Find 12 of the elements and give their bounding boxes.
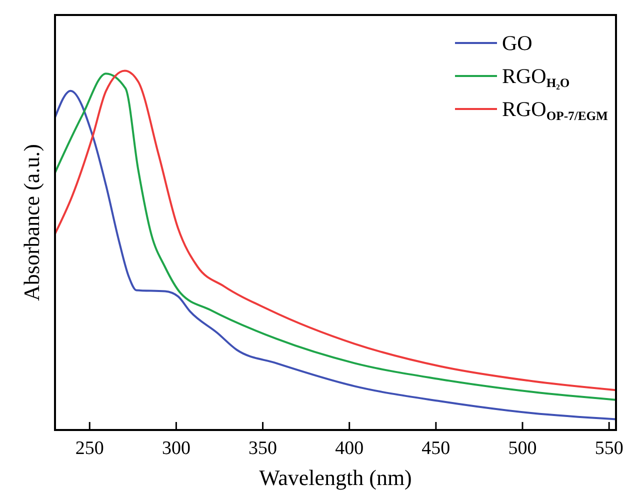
x-axis-title: Wavelength (nm)	[259, 465, 412, 490]
x-tick-label: 550	[594, 438, 624, 459]
legend-label: GO	[502, 31, 532, 55]
x-tick-label: 400	[335, 438, 364, 459]
x-tick-label: 300	[162, 438, 190, 459]
y-axis-title: Absorbance (a.u.)	[19, 144, 44, 301]
x-tick-label: 250	[75, 438, 104, 459]
x-tick-label: 350	[248, 438, 278, 459]
legend-label: RGO$_{H₂O}$	[502, 64, 570, 90]
x-tick-label: 450	[422, 438, 450, 459]
legend-label: RGO$_{OP-7/EGM}$	[502, 97, 608, 123]
x-tick-label: 500	[508, 438, 537, 459]
